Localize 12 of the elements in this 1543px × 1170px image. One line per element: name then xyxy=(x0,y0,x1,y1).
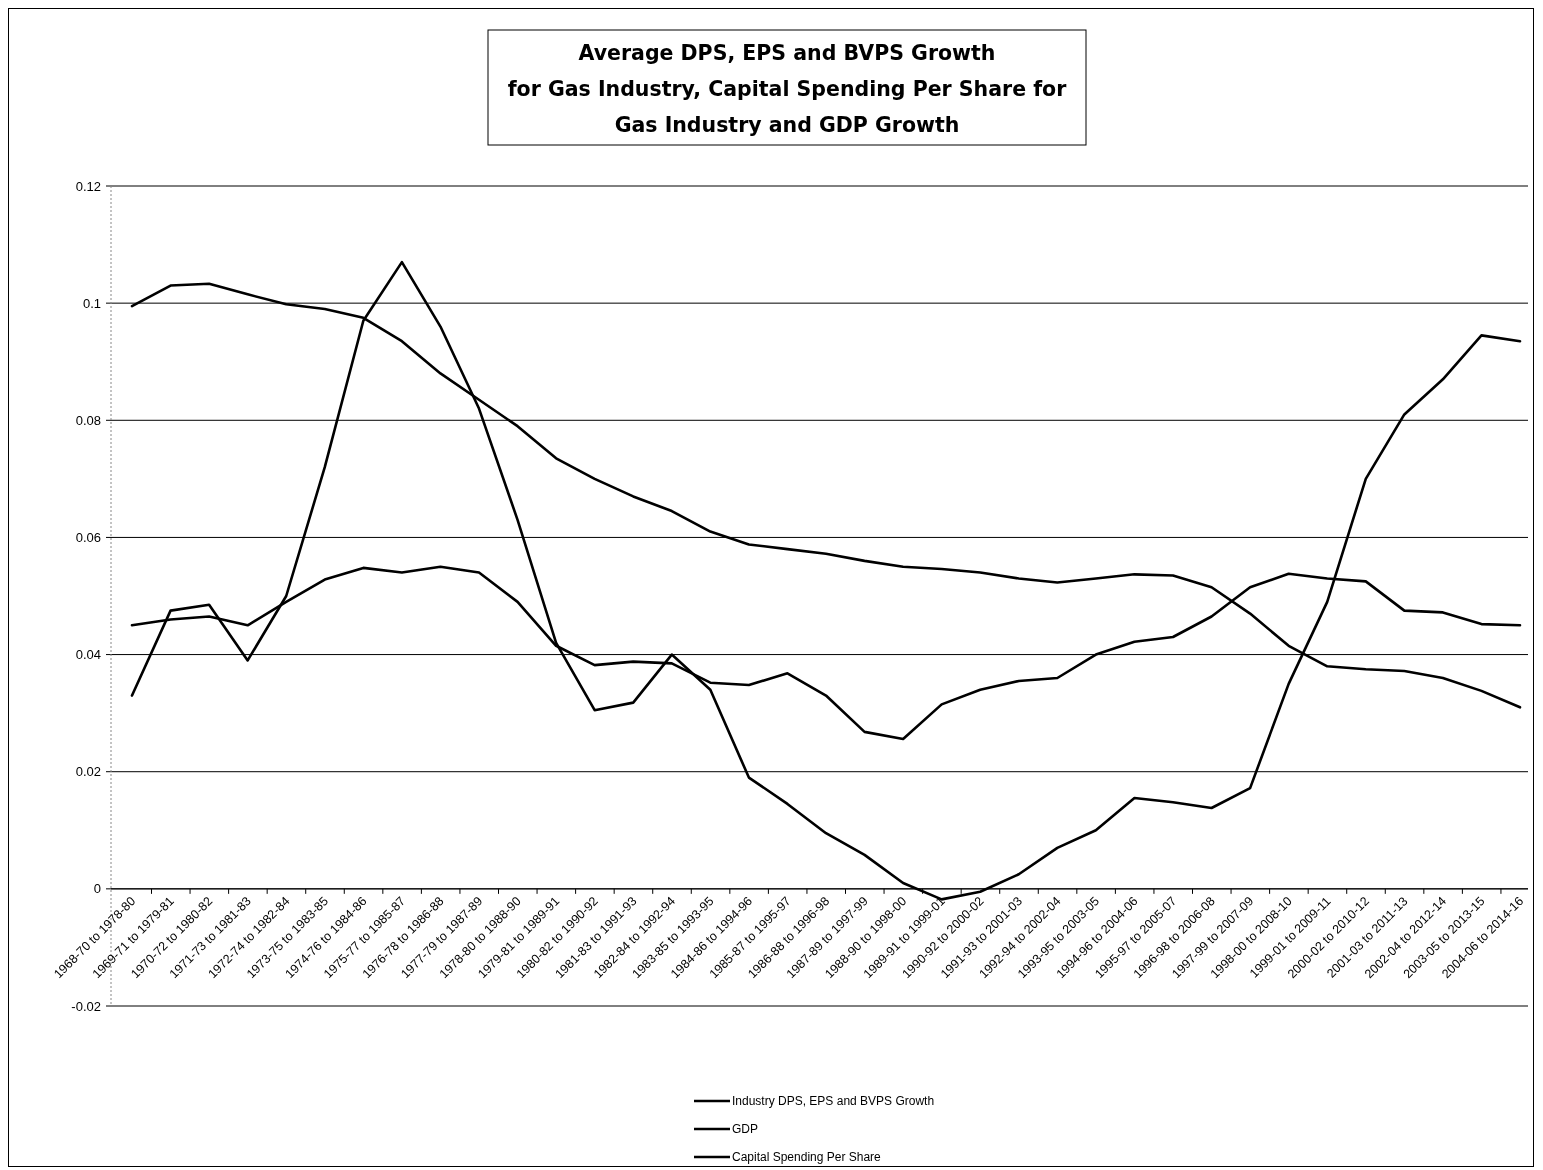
legend-label: GDP xyxy=(732,1122,759,1137)
y-tick-label: 0.1 xyxy=(82,295,101,311)
legend-label: Capital Spending Per Share xyxy=(732,1150,882,1165)
y-tick-label: 0.02 xyxy=(75,764,101,780)
legend-label: Industry DPS, EPS and BVPS Growth xyxy=(732,1094,935,1109)
y-tick-label: 0.04 xyxy=(75,647,101,663)
y-tick-label: -0.02 xyxy=(71,998,101,1014)
chart-title: Average DPS, EPS and BVPS Growth for Gas Industry, Capital Spending Per Share for Gas Industry and GDP Growth xyxy=(507,41,1068,137)
y-tick-label: 0.08 xyxy=(75,412,101,428)
y-tick-label: 0 xyxy=(93,881,101,897)
y-tick-label: 0.12 xyxy=(75,178,101,194)
y-tick-label: 0.06 xyxy=(75,529,101,545)
